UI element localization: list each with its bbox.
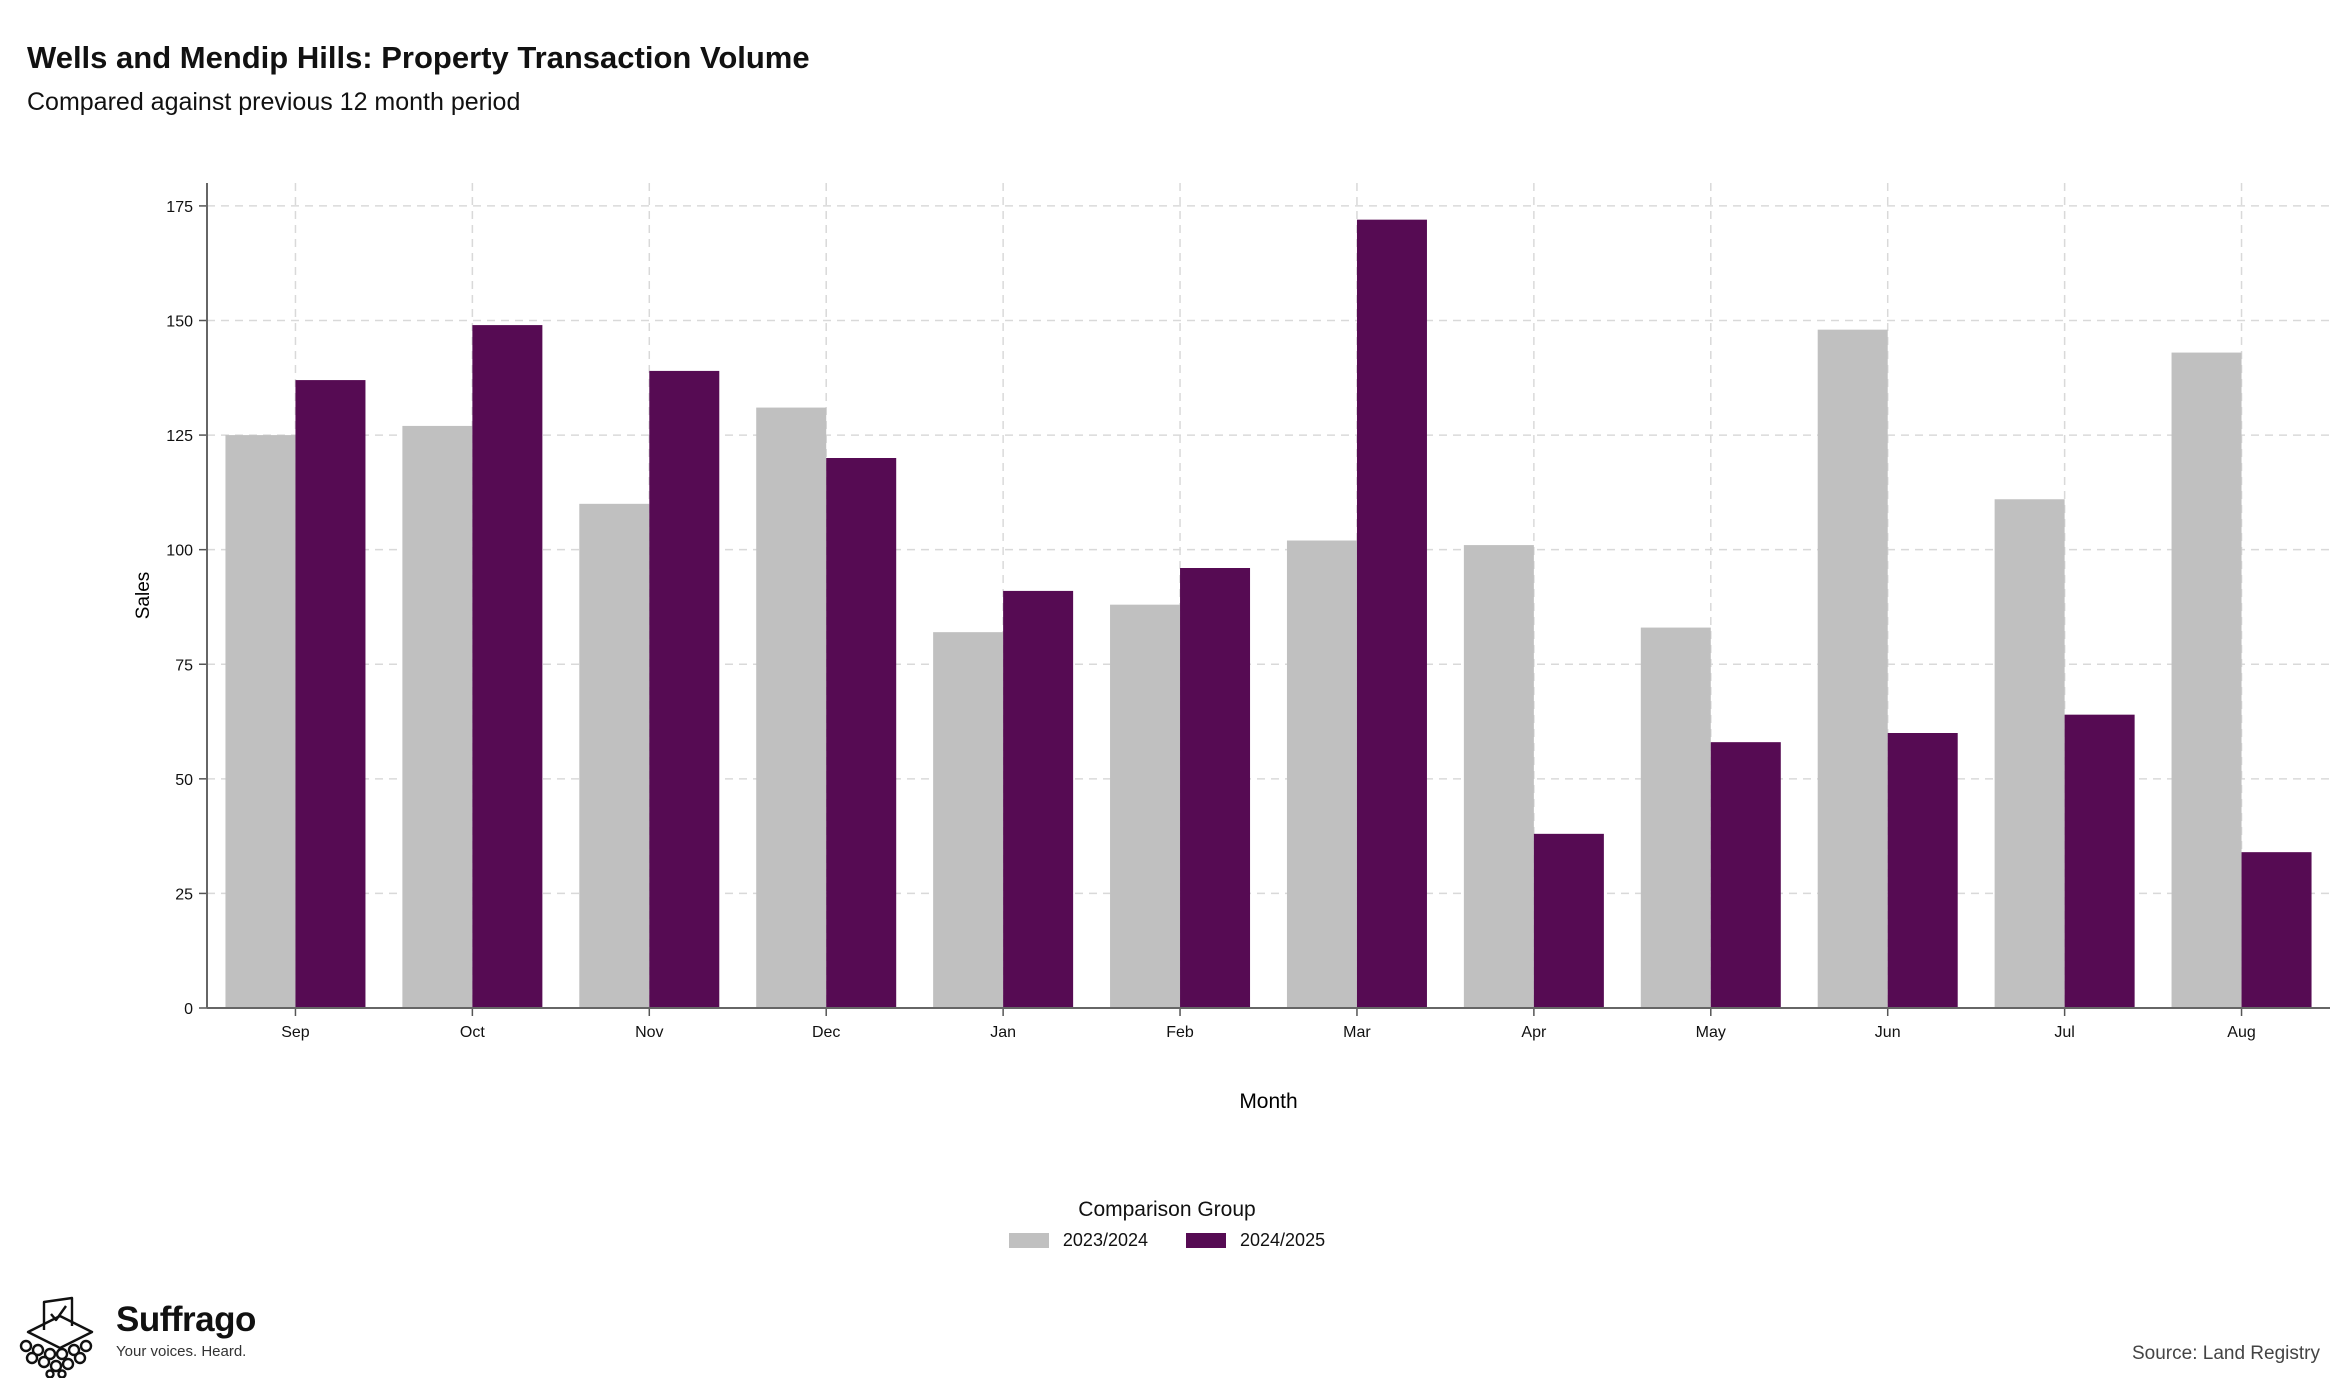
legend-items: 2023/2024 2024/2025 [0, 1230, 2334, 1251]
x-axis-title: Month [1239, 1090, 1297, 1113]
bar-2024-2025-apr [1533, 833, 1604, 1008]
bar-2024-2025-dec [826, 458, 897, 1008]
x-tick-label: Feb [1166, 1024, 1194, 1041]
y-tick-label: 25 [175, 886, 193, 903]
y-tick-label: 0 [184, 1001, 193, 1018]
legend: Comparison Group 2023/2024 2024/2025 [0, 1198, 2334, 1251]
source-note: Source: Land Registry [2132, 1343, 2320, 1364]
bar-2023-2024-sep [225, 435, 296, 1008]
bar-2024-2025-oct [472, 325, 543, 1008]
bar-2023-2024-apr [1463, 545, 1534, 1008]
brand-logo: Suffrago Your voices. Heard. [14, 1294, 256, 1378]
y-axis-title: Sales [133, 572, 154, 620]
bar-2023-2024-feb [1110, 604, 1181, 1008]
y-tick-label: 150 [166, 314, 193, 331]
brand-tagline: Your voices. Heard. [116, 1343, 247, 1360]
bar-2023-2024-jun [1817, 329, 1888, 1009]
legend-label-2023-2024: 2023/2024 [1062, 1230, 1148, 1250]
bar-2023-2024-mar [1286, 540, 1357, 1008]
legend-title: Comparison Group [1078, 1198, 1256, 1221]
bar-2024-2025-nov [649, 370, 720, 1009]
bar-2024-2025-may [1710, 742, 1781, 1008]
x-tick-label: Sep [281, 1024, 310, 1041]
bars [225, 219, 2312, 1009]
y-tick-label: 100 [166, 543, 193, 560]
legend-item-2023-2024: 2023/2024 [1008, 1230, 1148, 1251]
brand-text: Suffrago Your voices. Heard. [116, 1294, 256, 1360]
bar-2024-2025-jun [1887, 733, 1958, 1008]
brand-name: Suffrago [116, 1300, 256, 1339]
bar-2024-2025-mar [1356, 219, 1427, 1008]
x-tick-label: May [1696, 1024, 1726, 1041]
bar-2023-2024-oct [402, 425, 473, 1009]
y-tick-label: 75 [175, 657, 193, 674]
axes: 0 25 50 75 100 125 150 175 Sep Oct Nov Dec Jan Feb Mar… [166, 183, 2330, 1041]
y-tick-label: 175 [166, 199, 193, 216]
x-tick-label: Apr [1521, 1024, 1547, 1041]
ballot-box-icon [19, 1296, 94, 1378]
bar-2024-2025-jan [1003, 590, 1074, 1008]
bar-2023-2024-jan [933, 632, 1004, 1008]
chart-title: Wells and Mendip Hills: Property Transac… [27, 40, 810, 75]
bar-2023-2024-may [1640, 627, 1711, 1008]
bar-2023-2024-nov [579, 503, 650, 1008]
bar-2024-2025-feb [1180, 568, 1251, 1008]
y-tick-label: 125 [166, 428, 193, 445]
x-tick-label: Oct [460, 1024, 485, 1041]
legend-swatch-2024-2025 [1186, 1233, 1226, 1248]
x-tick-label: Jul [2054, 1024, 2074, 1041]
bar-2023-2024-aug [2171, 352, 2242, 1008]
bar-2023-2024-jul [1994, 499, 2065, 1008]
x-tick-label: Dec [812, 1024, 840, 1041]
x-tick-label: Nov [635, 1024, 663, 1041]
x-tick-label: Mar [1343, 1024, 1371, 1041]
x-tick-label: Jun [1875, 1024, 1901, 1041]
x-tick-label: Jan [990, 1024, 1016, 1041]
y-tick-label: 50 [175, 772, 193, 789]
legend-label-2024-2025: 2024/2025 [1240, 1230, 1326, 1250]
bar-2024-2025-jul [2064, 714, 2135, 1008]
legend-item-2024-2025: 2024/2025 [1186, 1230, 1325, 1251]
bar-2024-2025-aug [2241, 852, 2312, 1008]
bar-2023-2024-dec [756, 407, 827, 1008]
x-tick-label: Aug [2227, 1024, 2255, 1041]
bar-2024-2025-sep [295, 380, 366, 1008]
legend-swatch-2023-2024 [1008, 1233, 1049, 1248]
bar-chart: 0 25 50 75 100 125 150 175 Sep Oct Nov Dec Jan Feb Mar… [133, 183, 2330, 1113]
chart-subtitle: Compared against previous 12 month perio… [27, 88, 521, 116]
